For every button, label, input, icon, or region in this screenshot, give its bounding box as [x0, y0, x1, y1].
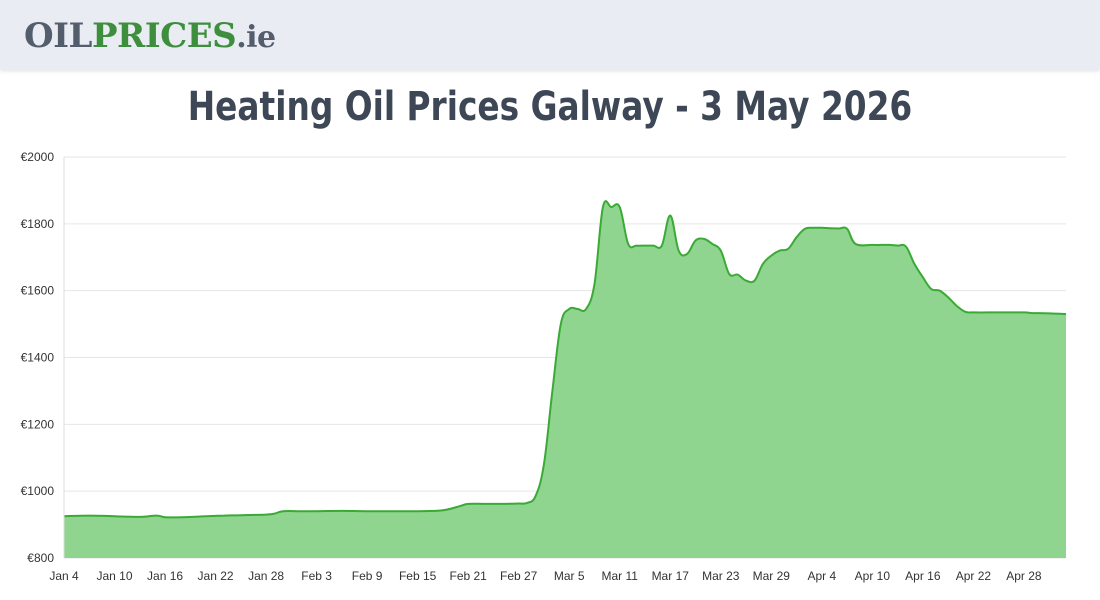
y-axis: €800 €1000 €1200 €1400 €1600 €1800 €2000 — [21, 150, 65, 565]
site-logo[interactable]: OILPRICES.ie — [24, 14, 276, 60]
y-tick-label: €1800 — [21, 217, 55, 231]
logo-text-prices: PRICES — [91, 16, 237, 56]
x-tick-label: Apr 16 — [905, 569, 941, 583]
logo-text-oil: OIL — [24, 16, 92, 56]
x-tick-label: Apr 22 — [956, 569, 992, 583]
y-tick-label: €1200 — [21, 417, 55, 431]
x-tick-label: Feb 15 — [399, 569, 437, 583]
x-tick-label: Jan 4 — [49, 569, 79, 583]
y-tick-label: €1000 — [21, 484, 55, 498]
x-tick-label: Mar 11 — [601, 569, 638, 583]
x-tick-label: Jan 10 — [97, 569, 133, 583]
x-tick-label: Mar 23 — [702, 569, 740, 583]
x-tick-label: Feb 3 — [301, 569, 332, 583]
y-tick-label: €1600 — [21, 284, 55, 298]
x-tick-label: Jan 28 — [248, 569, 284, 583]
plot-area — [63, 200, 1067, 558]
x-tick-label: Jan 16 — [147, 569, 183, 583]
header-bar: OILPRICES.ie — [0, 0, 1100, 70]
x-axis: Jan 4 Jan 10 Jan 16 Jan 22 Jan 28 Feb 3 Feb 9 F… — [49, 569, 1042, 583]
x-tick-label: Jan 22 — [198, 569, 234, 583]
x-tick-label: Feb 27 — [500, 569, 538, 583]
x-tick-label: Mar 17 — [652, 569, 690, 583]
x-tick-label: Feb 9 — [352, 569, 383, 583]
x-tick-label: Mar 29 — [753, 569, 791, 583]
logo-text-ie: .ie — [236, 20, 276, 55]
x-tick-label: Apr 28 — [1006, 569, 1042, 583]
y-tick-label: €800 — [27, 551, 54, 565]
series-area — [64, 200, 1066, 558]
series-line — [63, 200, 1067, 519]
page-title: Heating Oil Prices Galway - 3 May 2026 — [187, 84, 913, 130]
x-tick-label: Apr 4 — [807, 569, 836, 583]
x-tick-label: Mar 5 — [554, 569, 585, 583]
y-tick-label: €1400 — [21, 351, 55, 365]
y-tick-label: €2000 — [21, 150, 55, 164]
x-tick-label: Feb 21 — [449, 569, 487, 583]
x-tick-label: Apr 10 — [855, 569, 891, 583]
